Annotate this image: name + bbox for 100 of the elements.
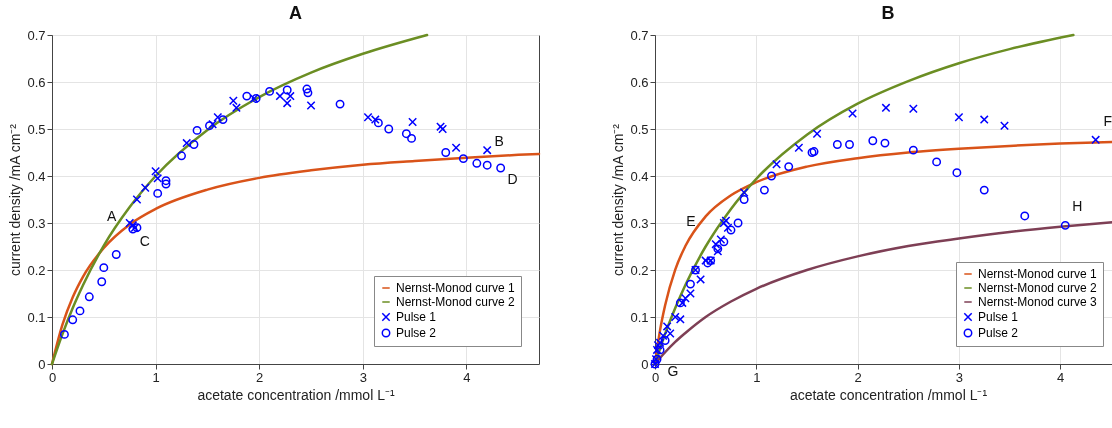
point bbox=[151, 166, 161, 176]
y-tick-label: 0.6 bbox=[27, 74, 46, 90]
point bbox=[711, 239, 721, 249]
point bbox=[282, 85, 292, 95]
point bbox=[282, 98, 292, 108]
y-tick-label: 0.3 bbox=[27, 215, 46, 231]
legend-label: Nernst-Monod curve 1 bbox=[396, 281, 516, 295]
point bbox=[979, 185, 989, 195]
annotation: H bbox=[1072, 198, 1083, 215]
point bbox=[458, 154, 468, 164]
point bbox=[306, 101, 316, 110]
point bbox=[832, 140, 842, 149]
point bbox=[132, 195, 142, 204]
point bbox=[1060, 220, 1070, 230]
point bbox=[407, 133, 417, 143]
point bbox=[231, 103, 241, 113]
point bbox=[192, 125, 202, 135]
point bbox=[384, 124, 394, 134]
y-tick-label: 0.1 bbox=[27, 309, 46, 325]
point bbox=[189, 140, 199, 149]
point bbox=[335, 99, 345, 109]
point bbox=[680, 293, 690, 303]
point bbox=[845, 140, 854, 149]
annotation: C bbox=[139, 232, 150, 249]
point bbox=[739, 187, 749, 197]
point bbox=[979, 115, 989, 125]
point bbox=[441, 148, 451, 157]
point bbox=[739, 195, 749, 204]
point bbox=[75, 306, 85, 316]
point bbox=[401, 129, 411, 139]
point bbox=[759, 185, 769, 195]
point bbox=[153, 188, 163, 198]
y-tick-label: 0.5 bbox=[630, 121, 649, 137]
chart-title: B bbox=[881, 3, 895, 23]
point bbox=[952, 168, 962, 178]
y-tick-label: 0.4 bbox=[630, 168, 649, 184]
x-tick-label: 4 bbox=[1057, 369, 1065, 385]
point bbox=[472, 158, 482, 168]
legend-label: Pulse 2 bbox=[978, 326, 1019, 340]
point bbox=[205, 121, 214, 131]
y-axis-title: current density /mA cm⁻² bbox=[610, 123, 627, 277]
x-tick-label: 1 bbox=[753, 369, 761, 385]
y-tick-label: 0 bbox=[641, 356, 649, 372]
legend-label: Nernst-Monod curve 2 bbox=[978, 281, 1098, 295]
point bbox=[303, 88, 313, 98]
point bbox=[881, 103, 891, 113]
y-tick-label: 0.4 bbox=[27, 168, 46, 184]
point bbox=[228, 96, 238, 106]
point bbox=[908, 145, 918, 155]
point bbox=[784, 162, 794, 172]
x-axis-title: acetate concentration /mmol L⁻¹ bbox=[197, 386, 395, 403]
x-tick-label: 3 bbox=[359, 369, 367, 385]
y-tick-label: 0.6 bbox=[630, 74, 649, 90]
point bbox=[140, 183, 150, 193]
point bbox=[59, 329, 69, 339]
x-tick-label: 0 bbox=[651, 369, 660, 385]
y-tick-label: 0.2 bbox=[27, 262, 46, 278]
point bbox=[68, 315, 78, 325]
y-tick-label: 0.3 bbox=[630, 215, 649, 231]
point bbox=[1091, 135, 1101, 145]
legend-label: Nernst-Monod curve 1 bbox=[978, 267, 1098, 281]
y-tick-label: 0.1 bbox=[630, 309, 649, 325]
point bbox=[772, 159, 782, 169]
point bbox=[482, 160, 492, 170]
y-tick-label: 0.5 bbox=[27, 121, 46, 137]
point bbox=[932, 157, 942, 167]
x-axis-title: acetate concentration /mmol L⁻¹ bbox=[789, 386, 988, 403]
point bbox=[686, 289, 695, 298]
point bbox=[97, 277, 107, 287]
annotation: E bbox=[686, 213, 696, 230]
annotation: A bbox=[107, 208, 118, 224]
y-tick-label: 0 bbox=[38, 356, 46, 372]
legend-label: Nernst-Monod curve 2 bbox=[396, 295, 516, 309]
point bbox=[848, 109, 857, 118]
annotation: B bbox=[494, 133, 504, 150]
point bbox=[302, 84, 312, 94]
x-tick-label: 2 bbox=[854, 369, 862, 385]
point bbox=[880, 138, 890, 148]
point bbox=[182, 138, 192, 148]
legend-label: Nernst-Monod curve 3 bbox=[978, 295, 1098, 309]
annotation: G bbox=[667, 363, 679, 379]
point bbox=[84, 292, 94, 302]
point bbox=[111, 250, 121, 259]
x-tick-label: 2 bbox=[256, 369, 264, 385]
y-tick-label: 0.7 bbox=[630, 27, 649, 43]
point bbox=[767, 171, 776, 181]
point bbox=[482, 145, 492, 155]
point bbox=[868, 136, 878, 146]
point bbox=[208, 119, 218, 129]
x-tick-label: 1 bbox=[152, 369, 160, 385]
point bbox=[218, 115, 228, 125]
legend-label: Pulse 1 bbox=[396, 310, 437, 324]
point bbox=[153, 173, 163, 183]
point bbox=[408, 117, 418, 127]
point bbox=[794, 143, 804, 153]
x-tick-label: 0 bbox=[48, 369, 57, 385]
legend-label: Pulse 1 bbox=[978, 310, 1019, 324]
annotation: F bbox=[1103, 112, 1112, 129]
point bbox=[99, 263, 109, 273]
y-tick-label: 0.2 bbox=[630, 262, 649, 278]
